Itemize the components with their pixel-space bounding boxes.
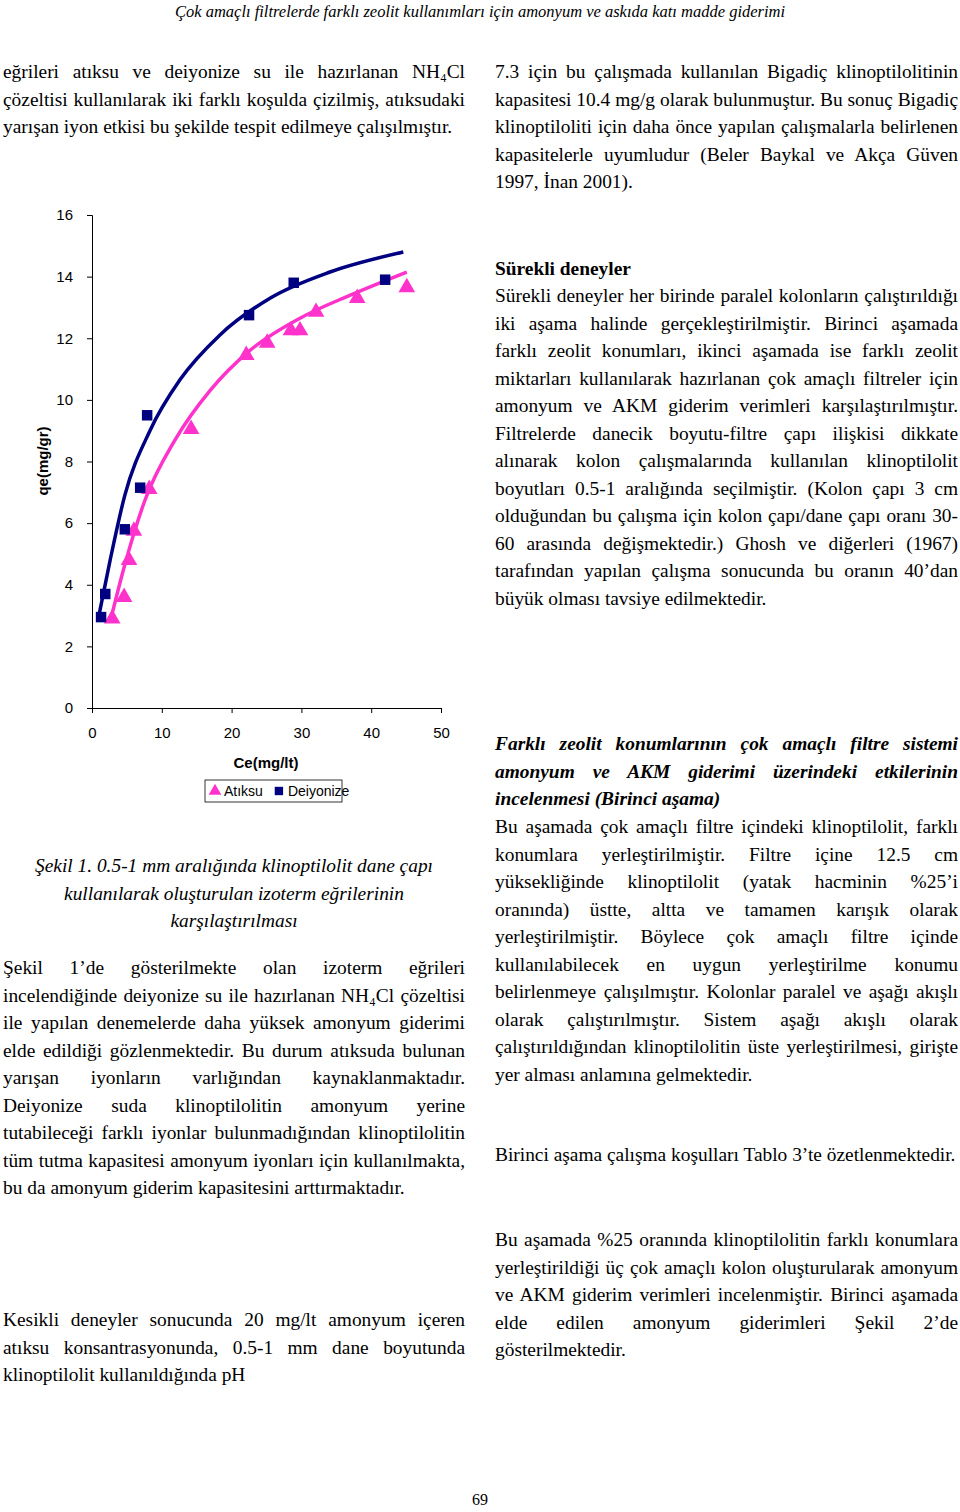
y-tick-label: 8 — [65, 453, 73, 470]
data-point — [100, 589, 110, 599]
y-tick-mark — [87, 462, 92, 463]
y-tick: 6 — [65, 514, 92, 531]
y-tick-label: 6 — [65, 514, 73, 531]
y-tick: 12 — [56, 330, 92, 347]
y-tick-mark — [87, 708, 92, 709]
legend-label: Deiyonize — [288, 783, 350, 799]
y-axis-line — [87, 216, 93, 709]
y-tick: 2 — [65, 638, 92, 655]
data-point — [398, 278, 415, 292]
y-tick-mark — [87, 523, 92, 524]
data-point — [380, 274, 390, 284]
x-tick-label: 10 — [154, 724, 171, 741]
y-tick: 10 — [56, 391, 92, 408]
data-point — [116, 587, 133, 601]
x-tick-label: 20 — [224, 724, 241, 741]
chart: 0 2 4 6 8 10 12 14 16 0 10 20 30 40 50 Ce(mg/lt) qe(mg/g… — [0, 0, 480, 830]
x-axis-title: Ce(mg/lt) — [234, 754, 299, 771]
x-tick-mark — [441, 708, 442, 713]
running-header: Çok amaçlı filtrelerde farklı zeolit kul… — [0, 2, 960, 22]
plot-area — [96, 252, 415, 623]
page: Çok amaçlı filtrelerde farklı zeolit kul… — [0, 0, 960, 1512]
data-point — [96, 612, 106, 622]
legend: Atıksu Deiyonize — [205, 780, 350, 802]
y-tick: 0 — [65, 699, 92, 716]
y-tick-mark — [87, 338, 92, 339]
x-axis: 0 10 20 30 40 50 — [88, 708, 450, 741]
figure-caption: Şekil 1. 0.5-1 mm aralığında klinoptilol… — [3, 852, 465, 935]
data-point — [120, 524, 130, 534]
y-tick-mark — [87, 585, 92, 586]
y-tick-label: 16 — [56, 206, 73, 223]
y-tick-mark — [87, 400, 92, 401]
y-tick-label: 0 — [65, 699, 73, 716]
x-tick-label: 50 — [433, 724, 450, 741]
x-tick-mark — [162, 708, 163, 713]
legend-marker — [275, 787, 283, 795]
paragraph: Kesikli deneyler sonucunda 20 mg/lt amon… — [3, 1306, 465, 1389]
data-point — [288, 278, 298, 288]
y-axis-title: qe(mg/gr) — [34, 426, 51, 495]
paragraph: Birinci aşama çalışma koşulları Tablo 3’… — [495, 1141, 958, 1169]
y-tick: 16 — [56, 206, 92, 223]
y-tick-mark — [87, 646, 92, 647]
y-tick-label: 10 — [56, 391, 73, 408]
x-tick-label: 40 — [363, 724, 380, 741]
x-axis-line — [93, 709, 442, 714]
data-point — [259, 333, 276, 347]
x-tick: 50 — [433, 708, 450, 741]
x-tick: 10 — [154, 708, 171, 741]
paragraph: eğrileri atıksu ve deiyonize su ile hazı… — [3, 58, 465, 141]
data-point — [183, 420, 200, 434]
paragraph: Şekil 1’de gösterilmekte olan izoterm eğ… — [3, 954, 465, 1202]
x-tick-label: 0 — [88, 724, 96, 741]
y-tick: 14 — [56, 268, 92, 285]
x-tick: 30 — [294, 708, 311, 741]
x-tick: 20 — [224, 708, 241, 741]
y-tick-mark — [87, 277, 92, 278]
subheading: Farklı zeolit konumlarının çok amaçlı fi… — [495, 730, 958, 813]
paragraph: Bu aşamada çok amaçlı filtre içindeki kl… — [495, 813, 958, 1088]
data-point — [142, 410, 152, 420]
paragraph: 7.3 için bu çalışmada kullanılan Bigadiç… — [495, 58, 958, 196]
heading: Sürekli deneyler — [495, 255, 958, 283]
legend-marker — [209, 784, 222, 795]
y-tick-label: 2 — [65, 638, 73, 655]
y-tick-label: 12 — [56, 330, 73, 347]
data-point — [244, 310, 254, 320]
x-tick-mark — [301, 708, 302, 713]
data-point — [292, 321, 309, 335]
trend-curve — [110, 272, 407, 622]
data-point — [349, 289, 366, 303]
y-tick-label: 14 — [56, 268, 73, 285]
x-tick-mark — [232, 708, 233, 713]
y-tick: 8 — [65, 453, 92, 470]
x-tick-mark — [92, 708, 93, 713]
data-point — [238, 346, 255, 360]
x-tick-mark — [371, 708, 372, 713]
trend-curve — [98, 252, 403, 619]
x-tick-label: 30 — [294, 724, 311, 741]
data-point — [135, 482, 145, 492]
y-tick: 4 — [65, 576, 92, 593]
x-tick: 0 — [88, 708, 96, 741]
y-tick-label: 4 — [65, 576, 73, 593]
x-tick: 40 — [363, 708, 380, 741]
data-point — [308, 302, 325, 316]
y-tick-mark — [87, 215, 92, 216]
paragraph: Bu aşamada %25 oranında klinoptilolitin … — [495, 1226, 958, 1364]
data-point — [104, 609, 121, 623]
legend-label: Atıksu — [224, 783, 263, 799]
paragraph: Sürekli deneyler her birinde paralel kol… — [495, 282, 958, 612]
page-number: 69 — [430, 1486, 530, 1512]
data-point — [121, 550, 138, 564]
y-axis: 0 2 4 6 8 10 12 14 16 — [56, 206, 92, 716]
